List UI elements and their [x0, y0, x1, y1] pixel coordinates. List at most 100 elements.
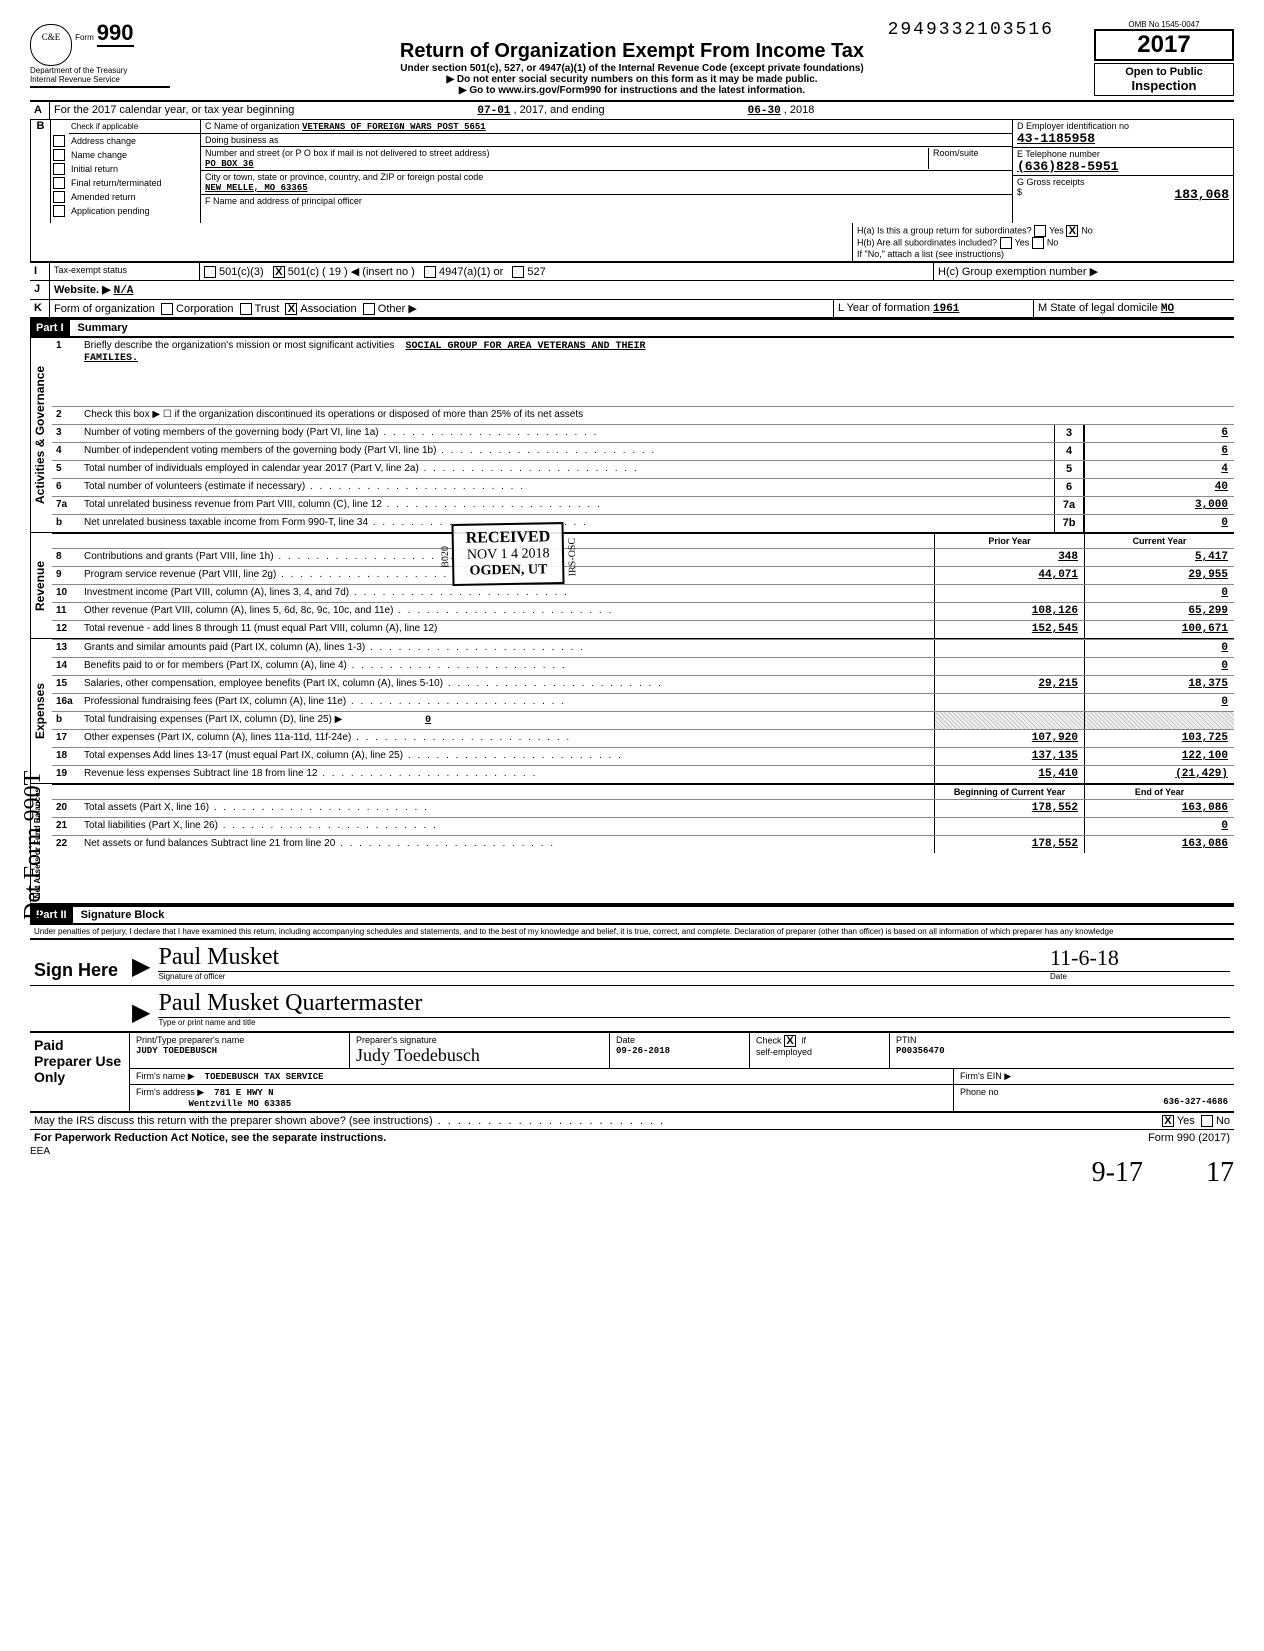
name-change-label: Name change [71, 150, 127, 160]
print-name-label: Print/Type preparer's name [136, 1035, 244, 1045]
l1-val2: FAMILIES. [84, 353, 138, 364]
expenses-label: Expenses [30, 639, 52, 783]
l3-amt: 6 [1084, 425, 1234, 442]
l16b-desc: Total fundraising expenses (Part IX, col… [84, 714, 342, 725]
l16b-current-shaded [1084, 712, 1234, 729]
l13-current: 0 [1084, 640, 1234, 657]
ha-no-checkbox[interactable] [1066, 225, 1078, 237]
check-if-applicable: Check if applicable [69, 120, 200, 134]
l16b-prior-shaded [934, 712, 1084, 729]
l14-current: 0 [1084, 658, 1234, 675]
501c3-label: 501(c)(3) [219, 266, 264, 278]
discuss-no-checkbox[interactable] [1201, 1115, 1213, 1127]
prep-phone: 636-327-4686 [1163, 1097, 1228, 1107]
sign-here-label: Sign Here [34, 960, 124, 981]
stamp-number: 2949332103516 [170, 20, 1094, 40]
addr-change-checkbox[interactable] [53, 135, 65, 147]
ha-yes: Yes [1049, 225, 1064, 235]
officer-signature: Paul Musket [158, 944, 1050, 971]
l2-desc: Check this box ▶ ☐ if the organization d… [80, 407, 1234, 424]
amended-return-label: Amended return [71, 192, 136, 202]
open-public: Open to Public [1097, 66, 1231, 78]
officer-name-title: Paul Musket Quartermaster [158, 990, 1230, 1017]
prior-year-header: Prior Year [934, 534, 1084, 548]
l4-num: 4 [52, 443, 80, 460]
discuss-question: May the IRS discuss this return with the… [34, 1115, 1162, 1127]
l21-desc: Total liabilities (Part X, line 26) [80, 818, 934, 835]
year-formation-label: L Year of formation [838, 302, 930, 314]
hb-no-checkbox[interactable] [1032, 237, 1044, 249]
l22-desc: Net assets or fund balances Subtract lin… [80, 836, 934, 853]
l21-current: 0 [1084, 818, 1234, 835]
self-employed-label: self-employed [756, 1047, 812, 1057]
other-label: Other ▶ [378, 303, 417, 315]
hb-yes-checkbox[interactable] [1000, 237, 1012, 249]
dba-label: Doing business as [205, 135, 279, 145]
ptin-label: PTIN [896, 1035, 917, 1045]
form-label: Form [75, 33, 94, 42]
h-c-label: H(c) Group exemption number ▶ [934, 263, 1234, 280]
trust-checkbox[interactable] [240, 303, 252, 315]
l7b-amt: 0 [1084, 515, 1234, 532]
part1-header: Part I [30, 320, 70, 336]
l18-desc: Total expenses Add lines 13-17 (must equ… [80, 748, 934, 765]
4947-checkbox[interactable] [424, 266, 436, 278]
l8-current: 5,417 [1084, 549, 1234, 566]
assoc-checkbox[interactable] [285, 303, 297, 315]
ein-value: 43-1185958 [1017, 131, 1095, 146]
app-pending-label: Application pending [71, 206, 150, 216]
discuss-yes: Yes [1177, 1115, 1195, 1127]
preparer-name: JUDY TOEDEBUSCH [136, 1046, 217, 1056]
l19-prior: 15,410 [934, 766, 1084, 783]
l11-current: 65,299 [1084, 603, 1234, 620]
l17-current: 103,725 [1084, 730, 1234, 747]
name-arrow-icon: ▶ [124, 998, 158, 1027]
period-end: 06-30 [748, 105, 781, 117]
l1-val: SOCIAL GROUP FOR AREA VETERANS AND THEIR [406, 341, 646, 352]
handwritten-1: 9-17 [1092, 1157, 1143, 1188]
501c3-checkbox[interactable] [204, 266, 216, 278]
amended-return-checkbox[interactable] [53, 191, 65, 203]
final-return-checkbox[interactable] [53, 177, 65, 189]
self-employed-checkbox[interactable] [784, 1035, 796, 1047]
prep-phone-label: Phone no [960, 1087, 999, 1097]
firm-addr1: 781 E HWY N [214, 1088, 273, 1098]
l19-current: (21,429) [1084, 766, 1234, 783]
name-change-checkbox[interactable] [53, 149, 65, 161]
501c-label: 501(c) ( 19 ) ◀ (insert no ) [288, 266, 415, 278]
527-checkbox[interactable] [512, 266, 524, 278]
l11-desc: Other revenue (Part VIII, column (A), li… [80, 603, 934, 620]
gross-label: G Gross receipts [1017, 177, 1085, 187]
l7a-amt: 3,000 [1084, 497, 1234, 514]
l18-num: 18 [52, 748, 80, 765]
l13-desc: Grants and similar amounts paid (Part IX… [80, 640, 934, 657]
row-b-letter: B [31, 120, 51, 223]
revenue-label: Revenue [30, 533, 52, 638]
l13-prior [934, 640, 1084, 657]
row-i-letter: I [30, 263, 50, 280]
l6-box: 6 [1054, 479, 1084, 496]
dept-treasury: Department of the Treasury [30, 66, 170, 75]
l17-prior: 107,920 [934, 730, 1084, 747]
received-label: RECEIVED [466, 528, 551, 547]
ha-yes-checkbox[interactable] [1034, 225, 1046, 237]
527-label: 527 [527, 266, 545, 278]
l12-prior: 152,545 [934, 621, 1084, 638]
l10-prior [934, 585, 1084, 602]
l21-prior [934, 818, 1084, 835]
app-pending-checkbox[interactable] [53, 205, 65, 217]
l22-prior: 178,552 [934, 836, 1084, 853]
date-label: Date [1050, 971, 1230, 981]
discuss-yes-checkbox[interactable] [1162, 1115, 1174, 1127]
corp-checkbox[interactable] [161, 303, 173, 315]
initial-return-checkbox[interactable] [53, 163, 65, 175]
other-checkbox[interactable] [363, 303, 375, 315]
city-label: City or town, state or province, country… [205, 172, 483, 182]
l17-desc: Other expenses (Part IX, column (A), lin… [80, 730, 934, 747]
l20-current: 163,086 [1084, 800, 1234, 817]
501c-checkbox[interactable] [273, 266, 285, 278]
l8-num: 8 [52, 549, 80, 566]
l9-current: 29,955 [1084, 567, 1234, 584]
part1-title: Summary [70, 322, 128, 334]
main-title: Return of Organization Exempt From Incom… [170, 40, 1094, 63]
